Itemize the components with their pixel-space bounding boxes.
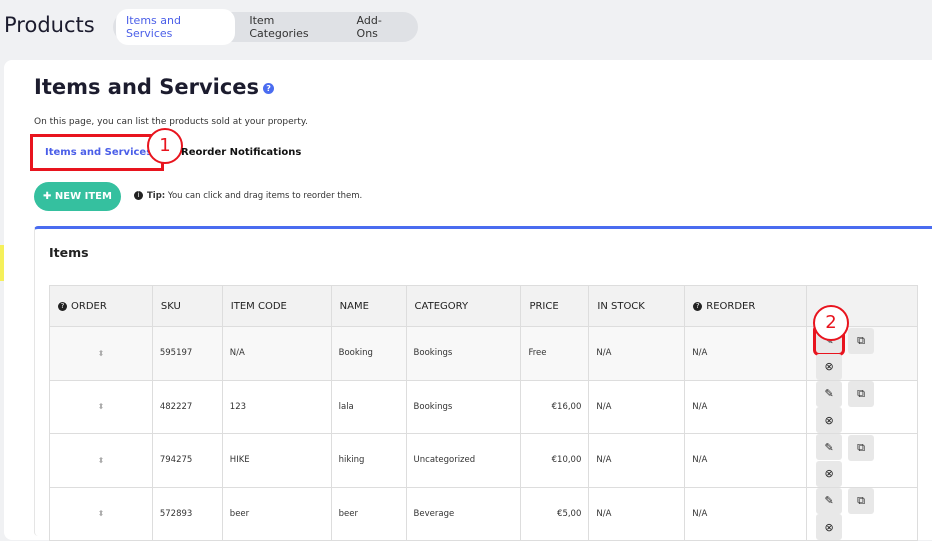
close-circle-icon: ⊗ [824, 467, 834, 480]
close-circle-icon: ⊗ [824, 413, 834, 427]
drag-handle-icon[interactable]: ⬍ [49, 433, 153, 488]
duplicate-button[interactable]: ⧉ [848, 488, 875, 514]
category: Bookings [405, 326, 522, 381]
page-header-title: Products [4, 13, 95, 37]
col-name[interactable]: NAME [330, 285, 407, 327]
category: Uncategorized [405, 433, 522, 488]
drag-handle-icon[interactable]: ⬍ [49, 379, 153, 434]
actions: ✎ ⧉ ⊗ [806, 379, 918, 434]
annotation-1: 1 [147, 128, 183, 164]
plus-icon: ✚ [43, 191, 52, 202]
question-circle-icon[interactable]: ? [693, 301, 703, 311]
reorder: N/A [684, 486, 808, 541]
pencil-icon: ✎ [824, 494, 834, 507]
edit-button[interactable]: ✎ [816, 487, 843, 514]
col-actions [806, 285, 918, 327]
price: €16,00 [520, 379, 590, 434]
subtab-reorder-notifications[interactable]: Reorder Notifications [181, 147, 302, 158]
item-code: 123 [221, 379, 332, 434]
duplicate-button[interactable]: ⧉ [848, 434, 875, 461]
copy-icon: ⧉ [857, 494, 866, 507]
page-description: On this page, you can list the products … [34, 117, 308, 127]
price: €10,00 [520, 433, 590, 488]
annotation-2: 2 [813, 305, 849, 341]
category: Bookings [405, 379, 522, 434]
items-table: ? ORDER SKU ITEM CODE NAME CATEGORY PRICE… [49, 285, 918, 541]
sku: 794275 [151, 433, 223, 488]
delete-button[interactable]: ⊗ [816, 407, 843, 433]
tab-item-categories[interactable]: Item Categories [249, 14, 309, 40]
reorder: N/A [684, 326, 808, 381]
delete-button[interactable]: ⊗ [816, 460, 843, 487]
sku: 572893 [151, 486, 223, 541]
table-row[interactable]: ⬍ 794275 HIKE hiking Uncategorized €10,0… [49, 433, 918, 488]
in-stock: N/A [588, 379, 686, 434]
table-row[interactable]: ⬍ 595197 N/A Booking Bookings Free N/A N… [49, 324, 918, 381]
edit-button[interactable]: ✎ [816, 434, 843, 460]
drag-handle-icon[interactable]: ⬍ [49, 486, 153, 541]
item-code: beer [221, 486, 332, 541]
reorder: N/A [684, 433, 808, 488]
edit-button[interactable]: ✎ [816, 380, 843, 407]
page-title-text: Items and Services [34, 75, 260, 99]
in-stock: N/A [588, 433, 686, 488]
actions: ✎ ⧉ ⊗ [806, 433, 918, 488]
actions: ✎ ⧉ ⊗ [806, 486, 918, 541]
col-sku[interactable]: SKU [151, 285, 223, 327]
col-in-stock[interactable]: IN STOCK [588, 285, 686, 327]
page-title: Items and Services? [34, 75, 275, 99]
tip-text: You can click and drag items to reorder … [167, 191, 363, 201]
item-name: beer [330, 486, 407, 541]
price: €5,00 [520, 486, 590, 541]
item-name: Booking [330, 326, 407, 381]
table-row[interactable]: ⬍ 482227 123 lala Bookings €16,00 N/A N/… [49, 379, 918, 434]
col-order[interactable]: ? ORDER [49, 285, 153, 327]
col-reorder-label: REORDER [706, 300, 756, 312]
col-order-label: ORDER [71, 300, 107, 312]
sku: 482227 [151, 379, 223, 434]
top-tabs: Items and Services Item Categories Add-O… [113, 9, 418, 45]
copy-icon: ⧉ [857, 387, 866, 400]
question-circle-icon[interactable]: ? [263, 82, 275, 94]
table-row[interactable]: ⬍ 572893 beer beer Beverage €5,00 N/A N/… [49, 486, 918, 541]
question-circle-icon[interactable]: ? [58, 301, 67, 311]
new-item-label: NEW ITEM [54, 191, 112, 202]
item-name: hiking [330, 433, 407, 488]
new-item-button[interactable]: ✚ NEW ITEM [34, 182, 121, 211]
copy-icon: ⧉ [857, 333, 866, 347]
col-category[interactable]: CATEGORY [405, 285, 522, 327]
info-icon: i [134, 191, 143, 200]
price: Free [520, 326, 590, 381]
col-item-code[interactable]: ITEM CODE [221, 285, 332, 327]
close-circle-icon: ⊗ [824, 520, 834, 534]
duplicate-button[interactable]: ⧉ [848, 327, 875, 354]
duplicate-button[interactable]: ⧉ [848, 381, 875, 407]
pencil-icon: ✎ [824, 440, 834, 454]
delete-button[interactable]: ⊗ [816, 353, 843, 380]
item-code: N/A [221, 326, 332, 381]
tip-label: Tip: [147, 191, 166, 201]
item-code: HIKE [221, 433, 332, 488]
subtab-items-and-services[interactable]: Items and Services [30, 134, 164, 171]
items-title: Items [49, 245, 89, 260]
col-price[interactable]: PRICE [520, 285, 590, 327]
copy-icon: ⧉ [857, 440, 866, 454]
delete-button[interactable]: ⊗ [816, 514, 843, 540]
drag-handle-icon[interactable]: ⬍ [49, 326, 153, 381]
tab-items-and-services[interactable]: Items and Services [116, 9, 236, 45]
category: Beverage [405, 486, 522, 541]
close-circle-icon: ⊗ [824, 360, 834, 373]
reorder: N/A [684, 379, 808, 434]
table-header: ? ORDER SKU ITEM CODE NAME CATEGORY PRICE… [49, 285, 918, 327]
col-reorder[interactable]: ? REORDER [684, 285, 808, 327]
in-stock: N/A [588, 486, 686, 541]
item-name: lala [330, 379, 407, 434]
in-stock: N/A [588, 326, 686, 381]
side-marker [0, 245, 5, 281]
tab-add-ons[interactable]: Add-Ons [356, 14, 382, 40]
sku: 595197 [151, 326, 223, 381]
tip: i Tip: You can click and drag items to re… [134, 191, 362, 201]
pencil-icon: ✎ [824, 387, 834, 400]
